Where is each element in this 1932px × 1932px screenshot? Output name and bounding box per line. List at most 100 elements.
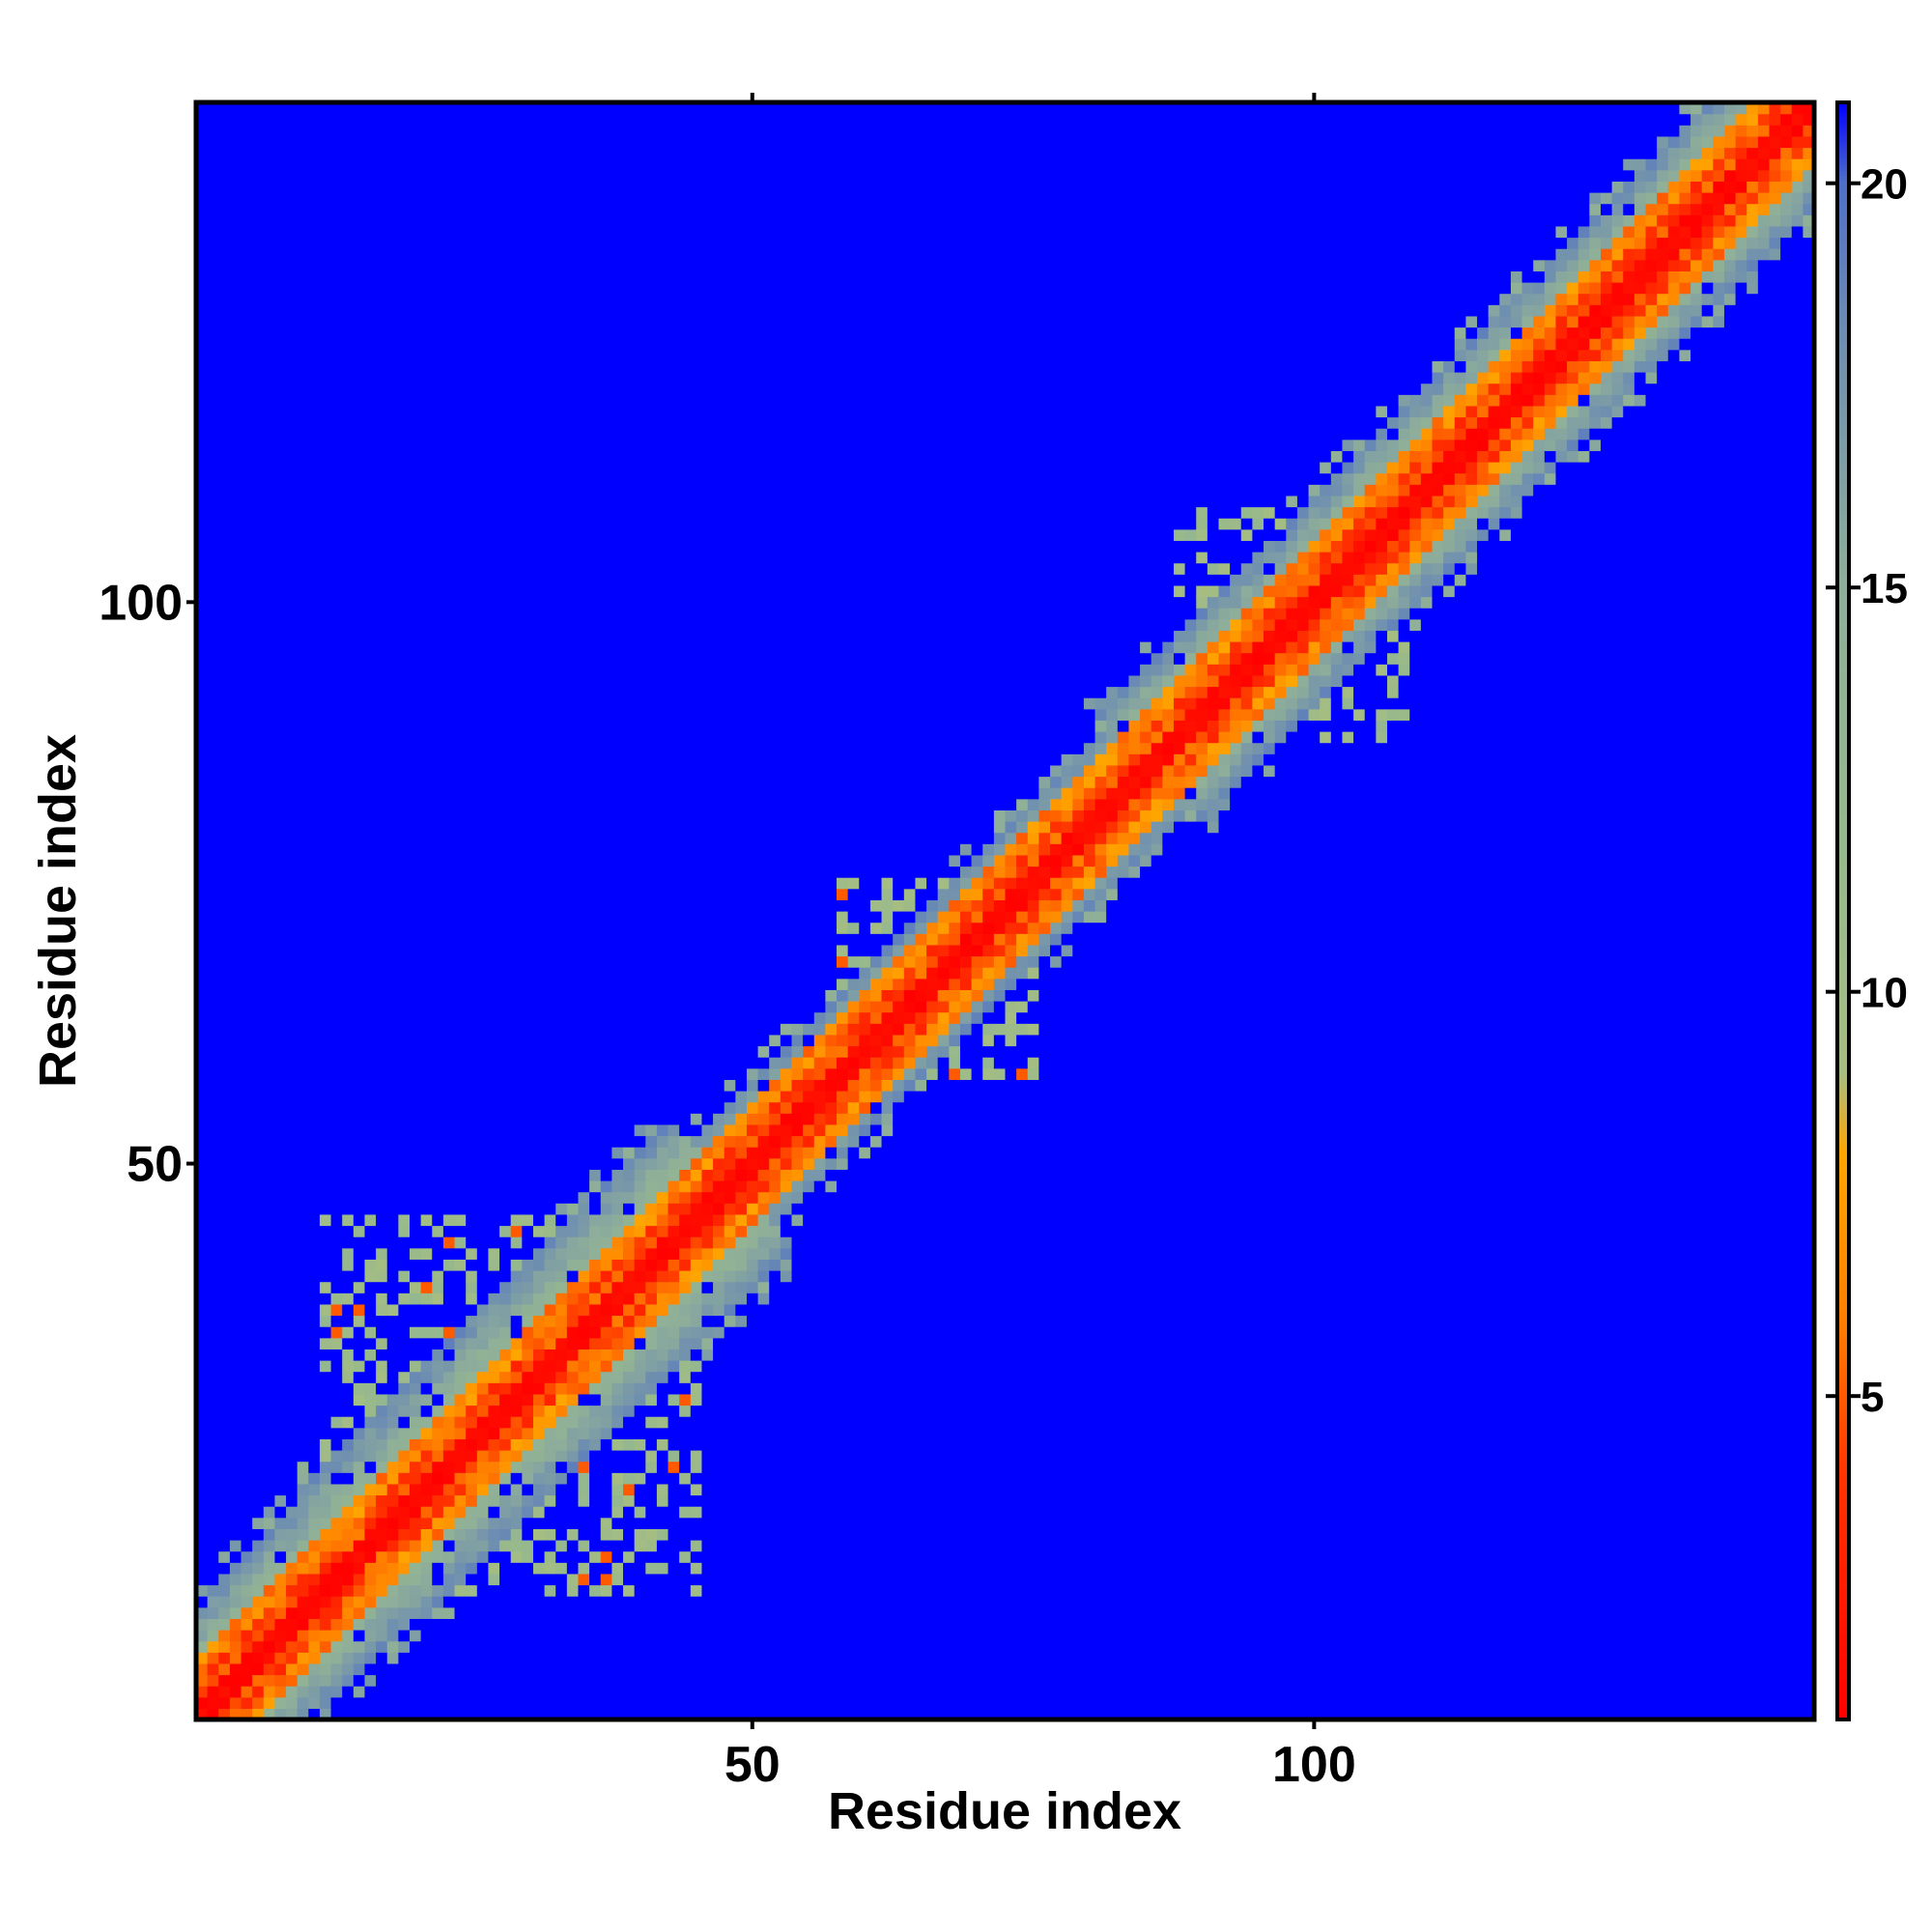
heatmap-cell [207, 158, 219, 171]
heatmap-cell [522, 472, 534, 485]
heatmap-cell [229, 955, 242, 968]
heatmap-cell [566, 259, 580, 271]
heatmap-cell [342, 484, 355, 497]
heatmap-cell [286, 1584, 298, 1597]
heatmap-cell [510, 1349, 523, 1361]
heatmap-cell [241, 1101, 253, 1114]
heatmap-cell [499, 1573, 512, 1586]
heatmap-cell [342, 1438, 355, 1451]
heatmap-cell [218, 674, 231, 688]
heatmap-cell [308, 641, 321, 654]
heatmap-cell [308, 1213, 321, 1227]
heatmap-cell [522, 158, 534, 171]
heatmap-cell [544, 574, 556, 586]
heatmap-cell [386, 1562, 399, 1575]
heatmap-cell [488, 832, 500, 844]
heatmap-cell [319, 1606, 332, 1619]
heatmap-cell [286, 462, 298, 474]
heatmap-cell [476, 1293, 490, 1305]
heatmap-cell [555, 338, 568, 351]
heatmap-cell [499, 944, 512, 957]
heatmap-cell [386, 866, 399, 878]
heatmap-cell [532, 552, 546, 564]
heatmap-cell [376, 158, 388, 171]
heatmap-cell [330, 1596, 343, 1608]
heatmap-cell [319, 1023, 332, 1036]
heatmap-cell [207, 1045, 219, 1058]
heatmap-cell [420, 596, 433, 609]
heatmap-cell [454, 1091, 467, 1103]
heatmap-cell [544, 1416, 556, 1429]
heatmap-cell [466, 652, 478, 665]
heatmap-cell [218, 1472, 231, 1485]
heatmap-cell [555, 1472, 568, 1485]
heatmap-cell [532, 1696, 546, 1709]
heatmap-cell [555, 1157, 568, 1170]
heatmap-cell [376, 967, 388, 980]
heatmap-cell [522, 1618, 534, 1631]
heatmap-cell [522, 237, 534, 249]
heatmap-cell [241, 776, 253, 788]
heatmap-cell [544, 1213, 556, 1227]
heatmap-cell [488, 1606, 500, 1619]
heatmap-cell [544, 1360, 556, 1373]
heatmap-cell [207, 270, 219, 283]
heatmap-cell [578, 1686, 590, 1698]
heatmap-cell [218, 1562, 231, 1575]
heatmap-cell [386, 787, 399, 800]
heatmap-cell [566, 1461, 580, 1473]
heatmap-cell [330, 1630, 343, 1642]
heatmap-cell [330, 1067, 343, 1080]
heatmap-cell [466, 1180, 478, 1193]
heatmap-cell [499, 899, 512, 912]
heatmap-cell [544, 955, 556, 968]
heatmap-cell [218, 574, 231, 586]
heatmap-cell [218, 304, 231, 317]
heatmap-cell [364, 1157, 377, 1170]
heatmap-cell [544, 933, 556, 946]
heatmap-cell [442, 911, 456, 923]
heatmap-cell [207, 1259, 219, 1271]
heatmap-cell [241, 1674, 253, 1687]
heatmap-cell [297, 1293, 309, 1305]
heatmap-cell [218, 708, 231, 721]
heatmap-cell [398, 1203, 411, 1215]
heatmap-cell [229, 674, 242, 688]
heatmap-cell [319, 1169, 332, 1181]
heatmap-cell [488, 383, 500, 395]
heatmap-cell [274, 1618, 287, 1631]
heatmap-cell [476, 293, 490, 305]
heatmap-cell [353, 1135, 366, 1148]
heatmap-cell [274, 1472, 287, 1485]
heatmap-cell [578, 686, 590, 698]
heatmap-cell [386, 664, 399, 676]
heatmap-cell [398, 810, 411, 822]
heatmap-cell [297, 1450, 309, 1463]
heatmap-cell [286, 742, 298, 754]
heatmap-cell [241, 304, 253, 317]
heatmap-cell [578, 731, 590, 744]
heatmap-cell [274, 1293, 287, 1305]
heatmap-cell [476, 315, 490, 328]
heatmap-cell [555, 1293, 568, 1305]
heatmap-cell [544, 686, 556, 698]
heatmap-cell [510, 1416, 523, 1429]
heatmap-cell [319, 1045, 332, 1058]
heatmap-cell [319, 192, 332, 205]
heatmap-cell [342, 506, 355, 519]
heatmap-cell [364, 911, 377, 923]
heatmap-cell [241, 237, 253, 249]
heatmap-cell [263, 1382, 276, 1395]
heatmap-cell [466, 518, 478, 530]
heatmap-cell [241, 1191, 253, 1204]
heatmap-cell [532, 562, 546, 575]
heatmap-cell [297, 854, 309, 867]
heatmap-cell [432, 181, 444, 193]
heatmap-cell [476, 1382, 490, 1395]
heatmap-cell [207, 225, 219, 239]
heatmap-cell [398, 776, 411, 788]
heatmap-cell [241, 1517, 253, 1529]
heatmap-cell [466, 1686, 478, 1698]
heatmap-cell [499, 1113, 512, 1125]
heatmap-cell [432, 1506, 444, 1519]
